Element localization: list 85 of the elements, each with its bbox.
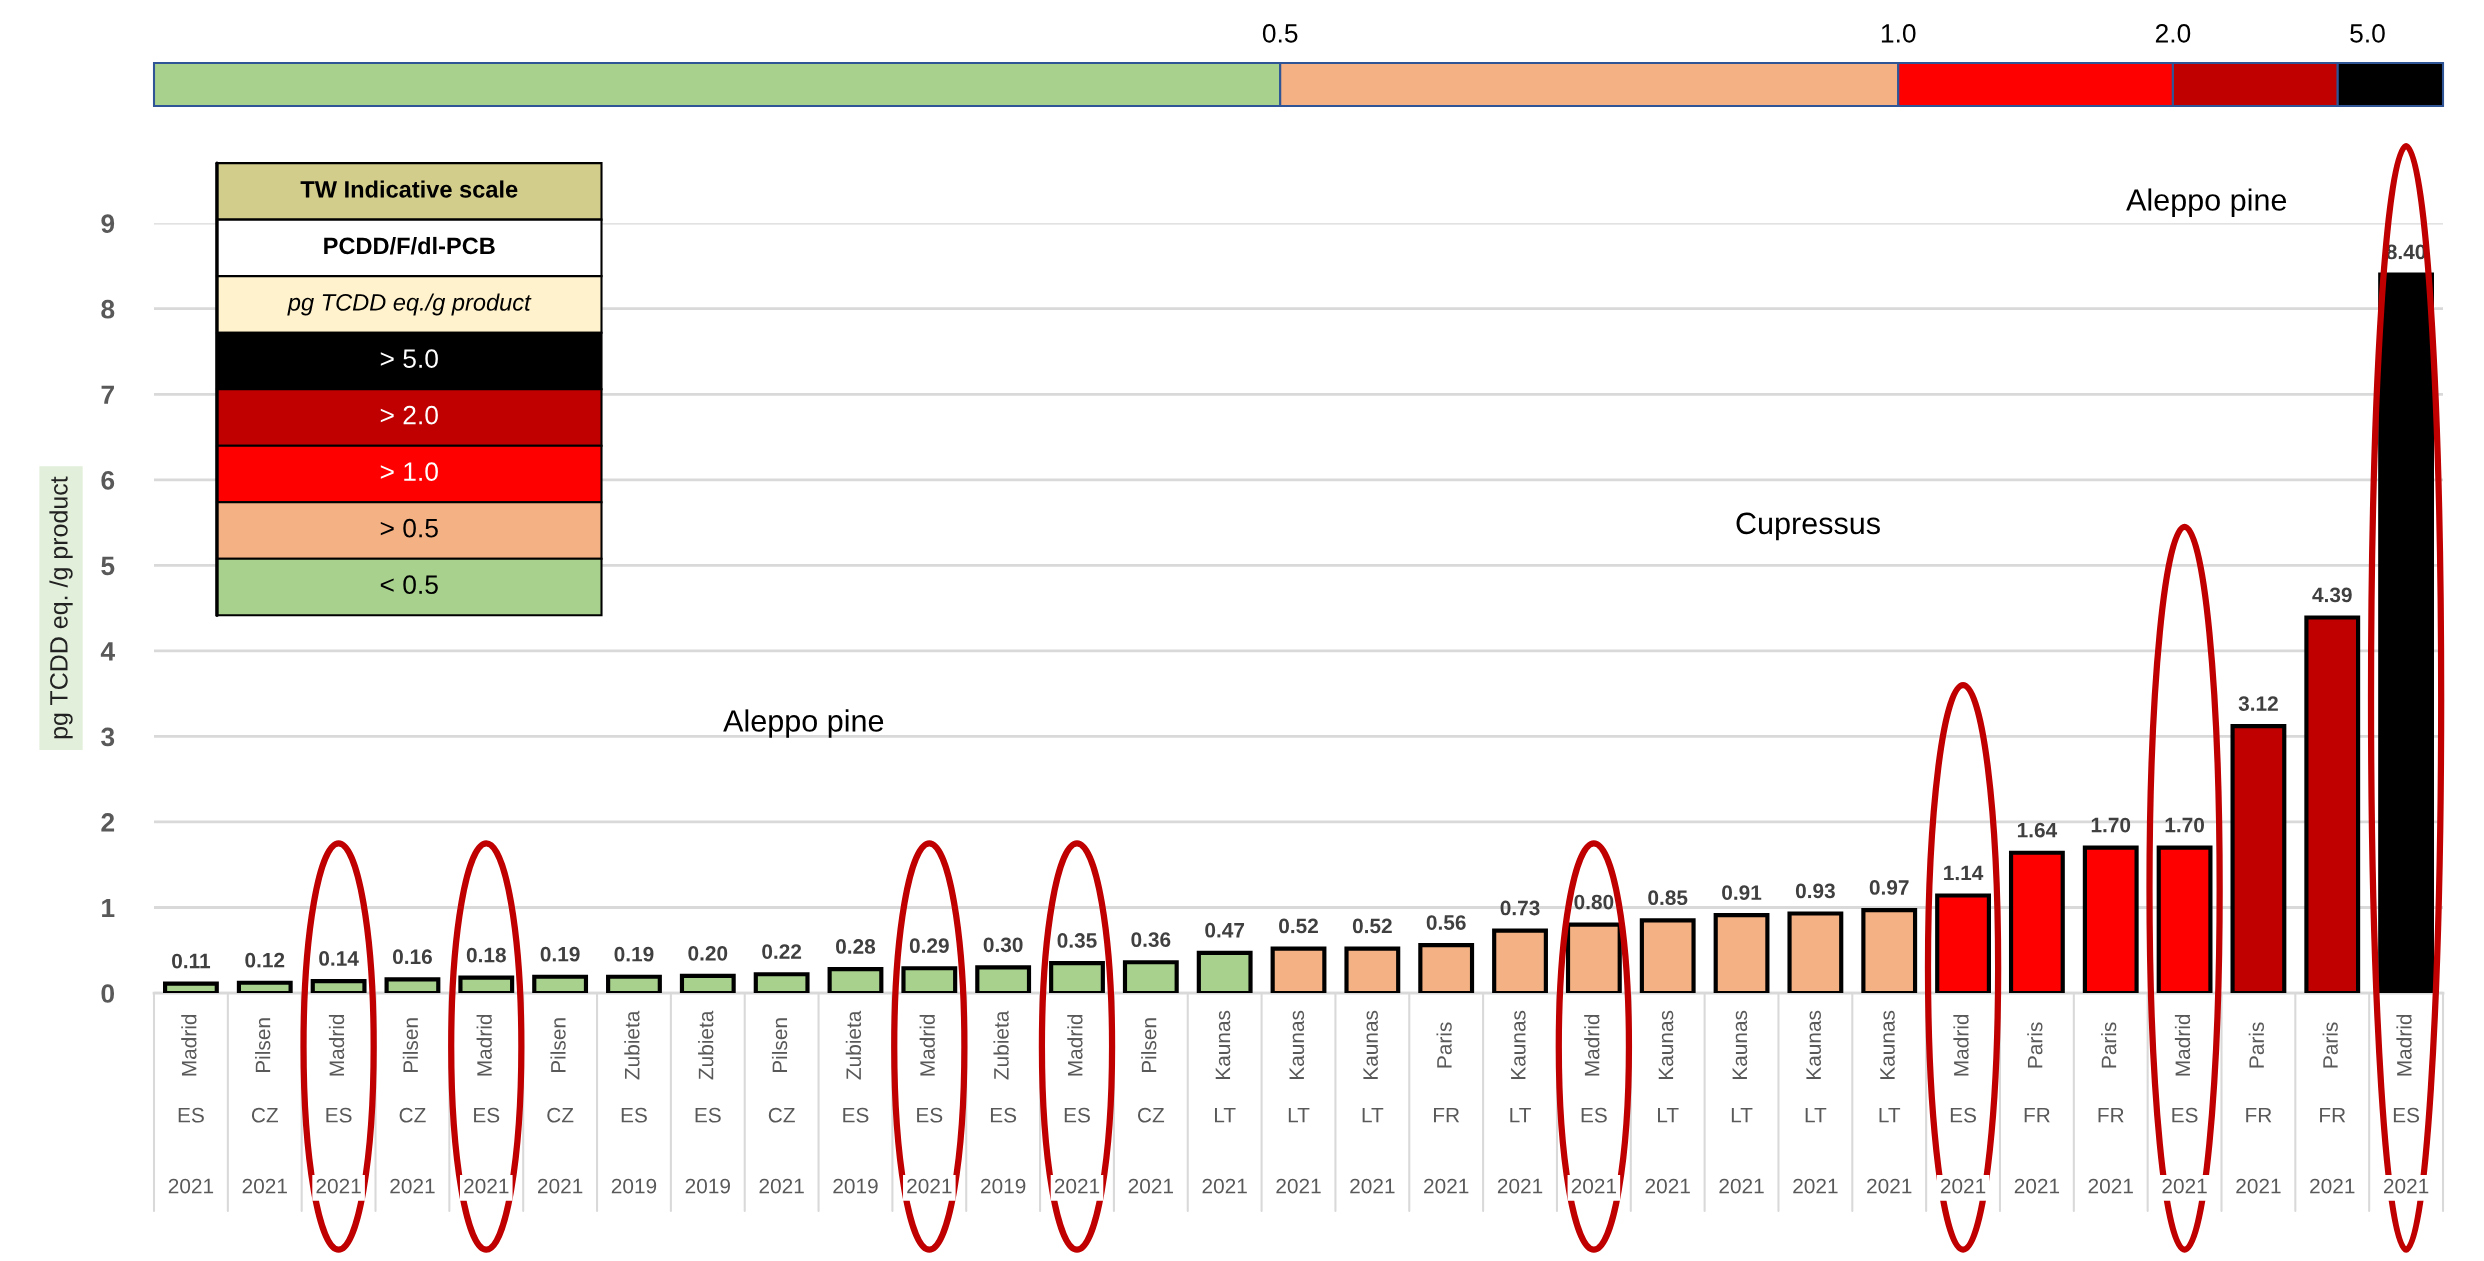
text: Aleppo pine [2126,188,2287,217]
y-tick-label: 0 [101,984,115,1003]
data-label: 4.39 [2312,587,2352,603]
category-label: Pilsen CZ 2021 [759,1018,804,1194]
data-label: 1.70 [2165,817,2204,833]
y-tick-label: 1 [102,898,115,918]
data-label: 0.12 [245,952,285,968]
category-label: Kaunas LT 2021 [1350,1010,1395,1194]
category-label: Paris FR 2021 [2310,1022,2355,1194]
text: > 0.5 [380,518,438,538]
text: > 2.0 [380,405,438,425]
data-label: 0.29 [909,938,949,953]
data-label: 0.18 [466,947,506,963]
data-label: 3.12 [2238,696,2278,711]
data-label: 0.47 [1205,922,1245,938]
category-label: Zubieta ES 2019 [611,1010,657,1194]
data-label: 0.14 [319,951,359,966]
text: > 1.0 [380,462,438,482]
data-label: 0.22 [762,944,802,959]
data-label: 0.19 [614,946,654,962]
category-label: Kaunas LT 2021 [1276,1010,1321,1194]
y-tick-label: 3 [101,727,115,747]
category-label: Pilsen CZ 2021 [390,1018,435,1194]
text: 1.0 [1881,24,1916,43]
data-label: 0.56 [1426,915,1466,930]
category-label: Zubieta ES 2019 [833,1010,878,1194]
category-label: Madrid ES 2021 [2162,1014,2207,1194]
category-label: Pilsen CZ 2021 [242,1018,287,1194]
category-label: Paris FR 2021 [2236,1022,2281,1194]
y-tick-label: 9 [101,214,115,234]
text: > 5.0 [380,349,438,369]
y-tick-label: 8 [101,299,115,319]
data-label: 0.19 [540,946,580,962]
data-label: 0.91 [1722,885,1762,900]
data-label: 1.64 [2017,822,2058,838]
text: TW Indicative scale PCDD/F/dl-PCB pg TCDD eq./g product [287,180,532,316]
category-label: Kaunas LT 2021 [1645,1010,1690,1194]
category-label: Madrid ES 2021 [464,1014,509,1194]
category-label: Paris FR 2021 [1424,1022,1469,1194]
data-label: 0.35 [1057,933,1097,948]
y-tick-label: 4 [100,642,115,661]
category-label: Madrid ES 2021 [168,1014,214,1194]
category-label: Kaunas LT 2021 [1793,1010,1838,1194]
annotation: Aleppo pine [723,709,884,738]
data-label: 0.16 [393,949,432,965]
category-label: Paris FR 2021 [2014,1022,2060,1194]
data-label: 0.52 [1279,918,1318,934]
annotation: Cupressus [1736,512,1880,541]
data-label: 0.30 [983,937,1023,953]
category-label: Zubieta ES 2019 [685,1010,730,1194]
category-label: Paris FR 2021 [2088,1022,2133,1194]
data-label: 1.14 [1944,865,1984,881]
category-label: Madrid ES 2021 [1054,1014,1100,1194]
data-label: 0.20 [688,945,728,961]
category-label: Madrid ES 2021 [1571,1014,1617,1194]
text: 2.0 [2155,24,2191,43]
data-label: 0.73 [1500,900,1540,916]
y-tick-label: 6 [101,470,115,490]
category-label: Madrid ES 2021 [316,1014,361,1194]
category-label: Zubieta ES 2019 [981,1010,1026,1194]
category-label: Kaunas LT 2021 [1719,1010,1764,1194]
y-axis-title: pg TCDD eq. /g product [49,476,73,739]
data-label: 0.11 [172,953,211,969]
y-tick-label: 5 [101,556,115,576]
text: 0.5 [1262,24,1298,43]
category-label: Kaunas LT 2021 [1497,1010,1543,1194]
text: 5.0 [2350,24,2385,43]
category-label: Kaunas LT 2021 [1867,1010,1912,1194]
category-label: Madrid ES 2021 [2383,1014,2429,1194]
data-label: 0.28 [836,939,876,954]
data-label: 0.80 [1574,894,1614,910]
category-label: Madrid ES 2021 [1940,1014,1986,1194]
category-label: Kaunas LT 2021 [1202,1010,1247,1194]
y-tick-label: 7 [101,385,114,404]
data-label: 0.36 [1131,932,1171,948]
y-tick-label: 2 [101,813,115,832]
data-label: 0.97 [1869,880,1909,895]
category-label: Pilsen CZ 2021 [538,1018,583,1194]
data-label: 0.93 [1795,883,1835,899]
data-label: 0.52 [1352,918,1392,934]
category-label: Pilsen CZ 2021 [1128,1018,1173,1194]
text: < 0.5 [380,575,438,595]
data-label: 0.85 [1648,890,1688,906]
data-label: 1.70 [2091,817,2131,833]
category-label: Madrid ES 2021 [907,1014,952,1194]
